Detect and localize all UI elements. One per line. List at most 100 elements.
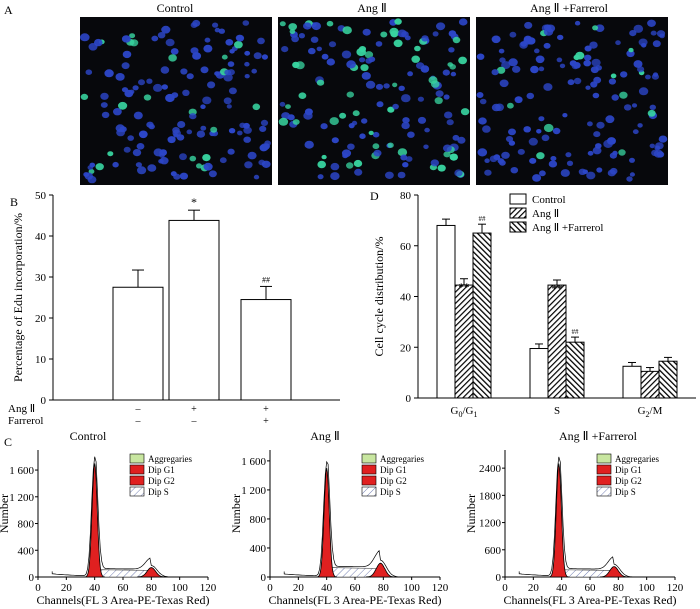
nucleus — [476, 53, 485, 60]
histogram-xtick-label: 20 — [293, 582, 305, 594]
chart-d-significance: ** — [552, 283, 564, 295]
nucleus — [528, 137, 538, 146]
nucleus — [596, 121, 605, 129]
nucleus — [587, 121, 593, 127]
nucleus — [200, 66, 209, 74]
nucleus — [520, 41, 528, 47]
edu-positive-nucleus — [202, 154, 211, 162]
chart-d-significance: ## — [572, 328, 580, 336]
nucleus — [538, 116, 545, 122]
nucleus — [236, 34, 245, 42]
edu-positive-nucleus — [298, 92, 307, 99]
nucleus — [330, 172, 340, 181]
nucleus — [535, 55, 545, 64]
chart-b-row-farrerol-label: Farrerol — [8, 415, 43, 427]
nucleus — [321, 53, 329, 60]
nucleus — [567, 79, 575, 86]
nucleus — [652, 40, 661, 48]
histogram-ytick-label: 0 — [496, 572, 502, 584]
nucleus — [121, 87, 129, 93]
edu-positive-nucleus — [346, 162, 354, 169]
raw-histogram-outline — [283, 460, 426, 578]
nucleus — [448, 30, 457, 37]
histogram-ytick-label: 1800 — [479, 490, 502, 502]
nucleus — [658, 135, 668, 143]
histogram-ytick-label: 800 — [18, 519, 35, 531]
nucleus — [424, 127, 430, 133]
nucleus — [543, 42, 551, 49]
micrograph-background — [80, 17, 272, 185]
edu-positive-nucleus — [394, 18, 402, 25]
nucleus — [398, 85, 405, 92]
chart-b-significance: ## — [262, 275, 270, 284]
nucleus — [541, 134, 550, 142]
nucleus — [243, 126, 252, 134]
nucleus — [137, 166, 147, 175]
chart-d-bar — [622, 365, 642, 399]
edu-positive-nucleus — [543, 123, 554, 133]
nucleus — [320, 123, 328, 130]
nucleus — [589, 41, 598, 49]
nucleus — [633, 60, 643, 68]
nucleus — [186, 73, 194, 80]
nucleus — [550, 156, 557, 161]
nucleus — [417, 96, 424, 102]
histogram-legend-label: Dip S — [380, 487, 401, 497]
micrograph-control — [80, 17, 272, 185]
nucleus — [443, 144, 452, 152]
histogram-xtick-label: 40 — [556, 582, 568, 594]
nucleus — [261, 54, 268, 60]
nucleus — [121, 35, 131, 43]
nucleus — [584, 45, 592, 52]
chart-d-subscript: 1 — [473, 410, 477, 419]
nucleus — [331, 137, 339, 144]
histogram-xtick-label: 60 — [585, 582, 597, 594]
nucleus — [375, 41, 383, 47]
chart-d-ytick-label: 40 — [400, 292, 412, 304]
nucleus — [160, 66, 170, 74]
histogram-xtick-label: 80 — [146, 582, 158, 594]
nucleus — [204, 37, 211, 43]
nucleus — [532, 174, 542, 182]
nucleus — [603, 139, 613, 148]
chart-b-ytick-label: 30 — [35, 272, 47, 284]
edu-positive-nucleus — [143, 94, 152, 101]
nucleus — [444, 111, 453, 119]
histogram-title: Ang Ⅱ +Farrerol — [559, 429, 638, 443]
chart-d-bar — [436, 224, 456, 399]
nucleus — [330, 162, 340, 171]
chart-b-ytick-label: 0 — [41, 395, 47, 407]
chart-d-bar — [529, 348, 549, 399]
nucleus — [529, 157, 537, 164]
edu-positive-nucleus — [129, 39, 139, 47]
chart-b-bar — [112, 286, 164, 401]
histogram-legend-label: Dip S — [615, 487, 636, 497]
nucleus — [186, 129, 193, 135]
nucleus — [279, 101, 286, 107]
nucleus — [138, 79, 145, 86]
chart-d-legend-label: Control — [532, 194, 566, 206]
nucleus — [341, 50, 352, 59]
histogram-xtick-label: 0 — [502, 582, 508, 594]
nucleus — [583, 60, 591, 67]
edu-positive-nucleus — [387, 106, 395, 113]
nucleus — [565, 152, 572, 158]
nucleus — [100, 102, 108, 108]
edu-positive-nucleus — [107, 151, 114, 157]
nucleus — [138, 130, 148, 139]
histogram-legend-swatch — [129, 464, 145, 475]
nucleus — [189, 113, 197, 120]
nucleus — [361, 72, 371, 80]
edu-positive-nucleus — [619, 91, 628, 99]
chart-b-row-angii-label: Ang Ⅱ — [8, 403, 35, 415]
histogram-ytick-label: 800 — [250, 514, 267, 526]
nucleus — [436, 22, 446, 31]
edu-positive-nucleus — [628, 47, 634, 53]
histogram-legend-swatch — [129, 453, 145, 464]
histogram-legend-label: Aggregaries — [148, 454, 192, 464]
nucleus — [458, 18, 468, 26]
edu-positive-nucleus — [80, 93, 89, 100]
edu-positive-nucleus — [364, 51, 374, 59]
nucleus — [400, 154, 408, 161]
nucleus — [638, 87, 649, 96]
